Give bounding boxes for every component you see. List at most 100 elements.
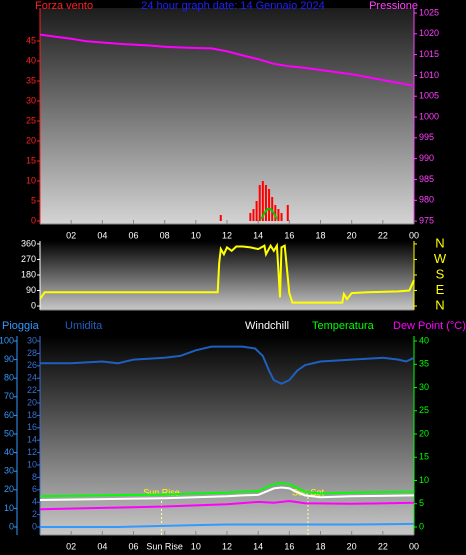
- series-line: [260, 208, 278, 220]
- y-tick-label: 6: [32, 484, 37, 494]
- series-line: [39, 33, 415, 87]
- y-tick-label: 10: [4, 503, 14, 513]
- y-tick-label: 60: [4, 410, 14, 420]
- x-tick-label: 20: [347, 541, 357, 551]
- y-tick-label: 995: [419, 132, 434, 142]
- y-tick-label: 35: [26, 75, 36, 85]
- y-tick-label: N: [435, 235, 444, 250]
- y-tick-label: 90: [4, 354, 14, 364]
- x-tick-label: 10: [191, 541, 201, 551]
- y-tick-label: 980: [419, 195, 434, 205]
- chart-title: 24 hour graph date: 14 Gennaio 2024: [141, 0, 324, 12]
- plot-background: [40, 241, 414, 310]
- y-tick-label: 30: [27, 335, 37, 345]
- y-tick-label: 20: [27, 397, 37, 407]
- y2-axis-title: Pressione: [369, 0, 418, 12]
- y-tick-label: W: [434, 251, 447, 266]
- y-tick-label: 975: [419, 215, 434, 225]
- bar: [280, 213, 283, 221]
- y-tick-label: S: [436, 266, 445, 281]
- y-tick-label: 25: [26, 115, 36, 125]
- x-tick-label: 14: [253, 541, 263, 551]
- y-tick-label: 1020: [419, 28, 439, 38]
- y-tick-label: 10: [26, 175, 36, 185]
- x-tick-label: 06: [128, 541, 138, 551]
- bar: [271, 197, 274, 221]
- y-tick-label: 24: [27, 373, 37, 383]
- y-tick-label: N: [435, 297, 444, 312]
- x-tick-label: 12: [222, 541, 232, 551]
- y-tick-label: 100: [0, 335, 14, 345]
- y-tick-label: 80: [4, 373, 14, 383]
- y-tick-label: 4: [32, 497, 37, 507]
- y-tick-label: 14: [27, 435, 37, 445]
- x-tick-label: 04: [97, 541, 107, 551]
- x-tick-label: 18: [315, 541, 325, 551]
- y-tick-label: 12: [27, 447, 37, 457]
- x-tick-label: 14: [253, 230, 263, 240]
- x-tick-label: 00: [409, 541, 419, 551]
- y-tick-label: 35: [419, 359, 429, 369]
- x-tick-label: 08: [160, 230, 170, 240]
- series-line: [40, 522, 415, 528]
- y-tick-label: 40: [26, 55, 36, 65]
- y-tick-label: 70: [4, 391, 14, 401]
- y-axis-title: Forza vento: [35, 0, 93, 12]
- series-line: [39, 499, 415, 511]
- y-tick-label: 90: [26, 285, 36, 295]
- y-tick-label: 25: [419, 405, 429, 415]
- y-tick-label: 15: [419, 452, 429, 462]
- y-tick-label: 0: [419, 521, 424, 531]
- bar: [274, 205, 277, 221]
- x-tick-label: 16: [284, 230, 294, 240]
- bar: [219, 215, 222, 221]
- annotation: Sun Rise: [143, 487, 180, 497]
- bar: [258, 185, 261, 221]
- y-tick-label: 40: [4, 447, 14, 457]
- x-tick-label: 00: [409, 230, 419, 240]
- y-tick-label: 15: [26, 155, 36, 165]
- bar: [286, 205, 289, 221]
- bar: [261, 181, 264, 221]
- series-line: [39, 242, 415, 304]
- x-tick-label: 12: [222, 230, 232, 240]
- x-tick-label: 02: [66, 230, 76, 240]
- x-tick-label: Sun Rise: [146, 541, 183, 551]
- y-tick-label: 990: [419, 153, 434, 163]
- x-tick-label: 22: [378, 541, 388, 551]
- y-tick-label: 2: [32, 509, 37, 519]
- x-tick-label: 20: [347, 230, 357, 240]
- y-tick-label: 50: [4, 428, 14, 438]
- y-tick-label: 10: [27, 459, 37, 469]
- y-tick-label: 180: [21, 269, 36, 279]
- bar: [277, 209, 280, 221]
- legend-entry: Umidita: [65, 320, 103, 332]
- y-tick-label: 45: [26, 35, 36, 45]
- series-line: [40, 345, 415, 385]
- y-tick-label: 8: [32, 472, 37, 482]
- y-tick-label: 1000: [419, 111, 439, 121]
- y-tick-label: 0: [32, 521, 37, 531]
- y-tick-label: E: [436, 282, 445, 297]
- bar: [252, 209, 255, 221]
- bar: [264, 185, 267, 221]
- x-tick-label: 10: [191, 230, 201, 240]
- y-tick-label: 360: [21, 238, 36, 248]
- y-tick-label: 0: [31, 215, 36, 225]
- y-tick-label: 0: [31, 300, 36, 310]
- y-tick-label: 1015: [419, 49, 439, 59]
- series-line: [39, 486, 415, 501]
- x-tick-label: 22: [378, 230, 388, 240]
- x-tick-label: 04: [97, 230, 107, 240]
- y-tick-label: 5: [419, 498, 424, 508]
- y-tick-label: 270: [21, 254, 36, 264]
- legend-entry: Windchill: [245, 320, 289, 332]
- legend-entry: Pioggia: [2, 320, 40, 332]
- y-tick-label: 20: [26, 135, 36, 145]
- bar: [255, 201, 258, 221]
- x-tick-label: 16: [284, 541, 294, 551]
- y-tick-label: 30: [419, 382, 429, 392]
- y-tick-label: 5: [31, 195, 36, 205]
- series-line: [39, 482, 415, 498]
